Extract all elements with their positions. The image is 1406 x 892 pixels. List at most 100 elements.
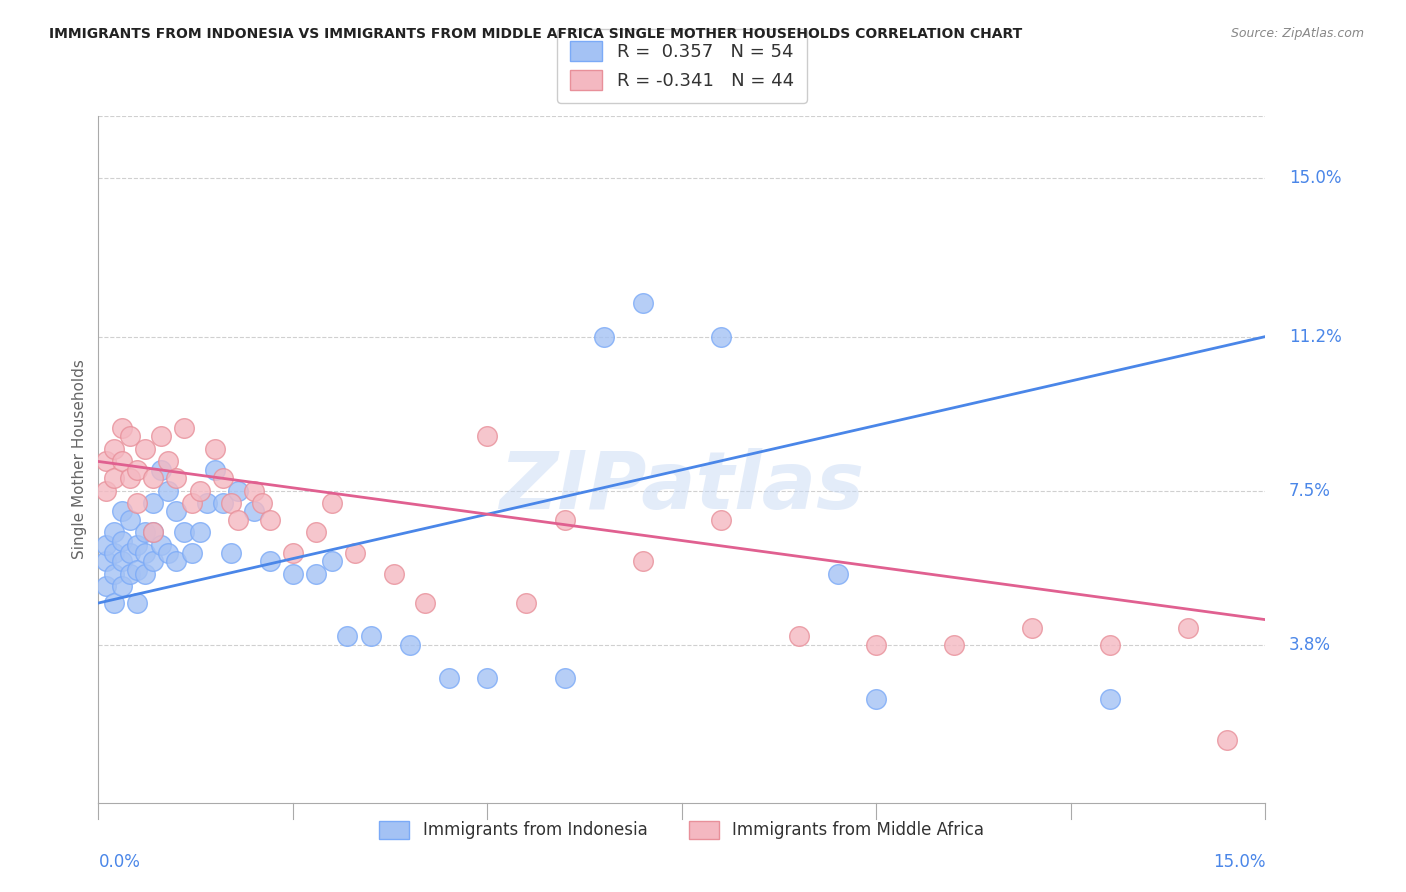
Point — [134, 525, 156, 540]
Point — [787, 629, 810, 643]
Point — [321, 554, 343, 568]
Point — [259, 513, 281, 527]
Point — [593, 329, 616, 343]
Point — [259, 554, 281, 568]
Point — [382, 566, 405, 581]
Text: 15.0%: 15.0% — [1289, 169, 1341, 187]
Point — [96, 538, 118, 552]
Point — [180, 546, 202, 560]
Point — [103, 442, 125, 456]
Point — [204, 463, 226, 477]
Point — [195, 496, 218, 510]
Point — [631, 296, 654, 310]
Point — [305, 566, 328, 581]
Text: 3.8%: 3.8% — [1289, 636, 1330, 654]
Point — [103, 525, 125, 540]
Point — [165, 471, 187, 485]
Point — [710, 329, 733, 343]
Point — [111, 533, 134, 548]
Text: ZIPatlas: ZIPatlas — [499, 448, 865, 526]
Text: 15.0%: 15.0% — [1213, 853, 1265, 871]
Point — [1215, 733, 1237, 747]
Point — [134, 566, 156, 581]
Point — [118, 546, 141, 560]
Point — [149, 463, 172, 477]
Point — [142, 496, 165, 510]
Point — [127, 538, 149, 552]
Y-axis label: Single Mother Households: Single Mother Households — [72, 359, 87, 559]
Point — [149, 538, 172, 552]
Point — [142, 471, 165, 485]
Point — [96, 554, 118, 568]
Point — [865, 638, 887, 652]
Point — [118, 513, 141, 527]
Point — [111, 454, 134, 468]
Point — [118, 429, 141, 443]
Point — [1098, 691, 1121, 706]
Point — [212, 496, 235, 510]
Point — [96, 454, 118, 468]
Point — [515, 596, 537, 610]
Point — [827, 566, 849, 581]
Point — [134, 546, 156, 560]
Point — [865, 691, 887, 706]
Point — [219, 546, 242, 560]
Point — [111, 421, 134, 435]
Point — [127, 563, 149, 577]
Point — [243, 504, 266, 518]
Point — [212, 471, 235, 485]
Point — [103, 566, 125, 581]
Point — [111, 554, 134, 568]
Point — [228, 513, 250, 527]
Point — [142, 525, 165, 540]
Point — [1098, 638, 1121, 652]
Point — [127, 596, 149, 610]
Point — [165, 504, 187, 518]
Point — [631, 554, 654, 568]
Point — [281, 566, 304, 581]
Point — [157, 483, 180, 498]
Text: 11.2%: 11.2% — [1289, 327, 1341, 345]
Point — [413, 596, 436, 610]
Point — [188, 525, 211, 540]
Point — [111, 579, 134, 593]
Point — [219, 496, 242, 510]
Text: 7.5%: 7.5% — [1289, 482, 1330, 500]
Point — [554, 513, 576, 527]
Point — [943, 638, 966, 652]
Point — [96, 483, 118, 498]
Point — [1021, 621, 1043, 635]
Point — [281, 546, 304, 560]
Point — [149, 429, 172, 443]
Point — [336, 629, 359, 643]
Point — [477, 671, 499, 685]
Point — [134, 442, 156, 456]
Point — [344, 546, 367, 560]
Text: Source: ZipAtlas.com: Source: ZipAtlas.com — [1230, 27, 1364, 40]
Point — [360, 629, 382, 643]
Point — [710, 513, 733, 527]
Point — [127, 463, 149, 477]
Point — [437, 671, 460, 685]
Point — [157, 454, 180, 468]
Point — [321, 496, 343, 510]
Point — [477, 429, 499, 443]
Point — [204, 442, 226, 456]
Point — [173, 421, 195, 435]
Point — [250, 496, 273, 510]
Point — [180, 496, 202, 510]
Point — [243, 483, 266, 498]
Point — [142, 554, 165, 568]
Point — [127, 496, 149, 510]
Legend: Immigrants from Indonesia, Immigrants from Middle Africa: Immigrants from Indonesia, Immigrants fr… — [373, 814, 991, 846]
Point — [111, 504, 134, 518]
Point — [398, 638, 420, 652]
Point — [165, 554, 187, 568]
Point — [103, 546, 125, 560]
Text: 0.0%: 0.0% — [98, 853, 141, 871]
Point — [157, 546, 180, 560]
Point — [228, 483, 250, 498]
Point — [305, 525, 328, 540]
Text: IMMIGRANTS FROM INDONESIA VS IMMIGRANTS FROM MIDDLE AFRICA SINGLE MOTHER HOUSEHO: IMMIGRANTS FROM INDONESIA VS IMMIGRANTS … — [49, 27, 1022, 41]
Point — [142, 525, 165, 540]
